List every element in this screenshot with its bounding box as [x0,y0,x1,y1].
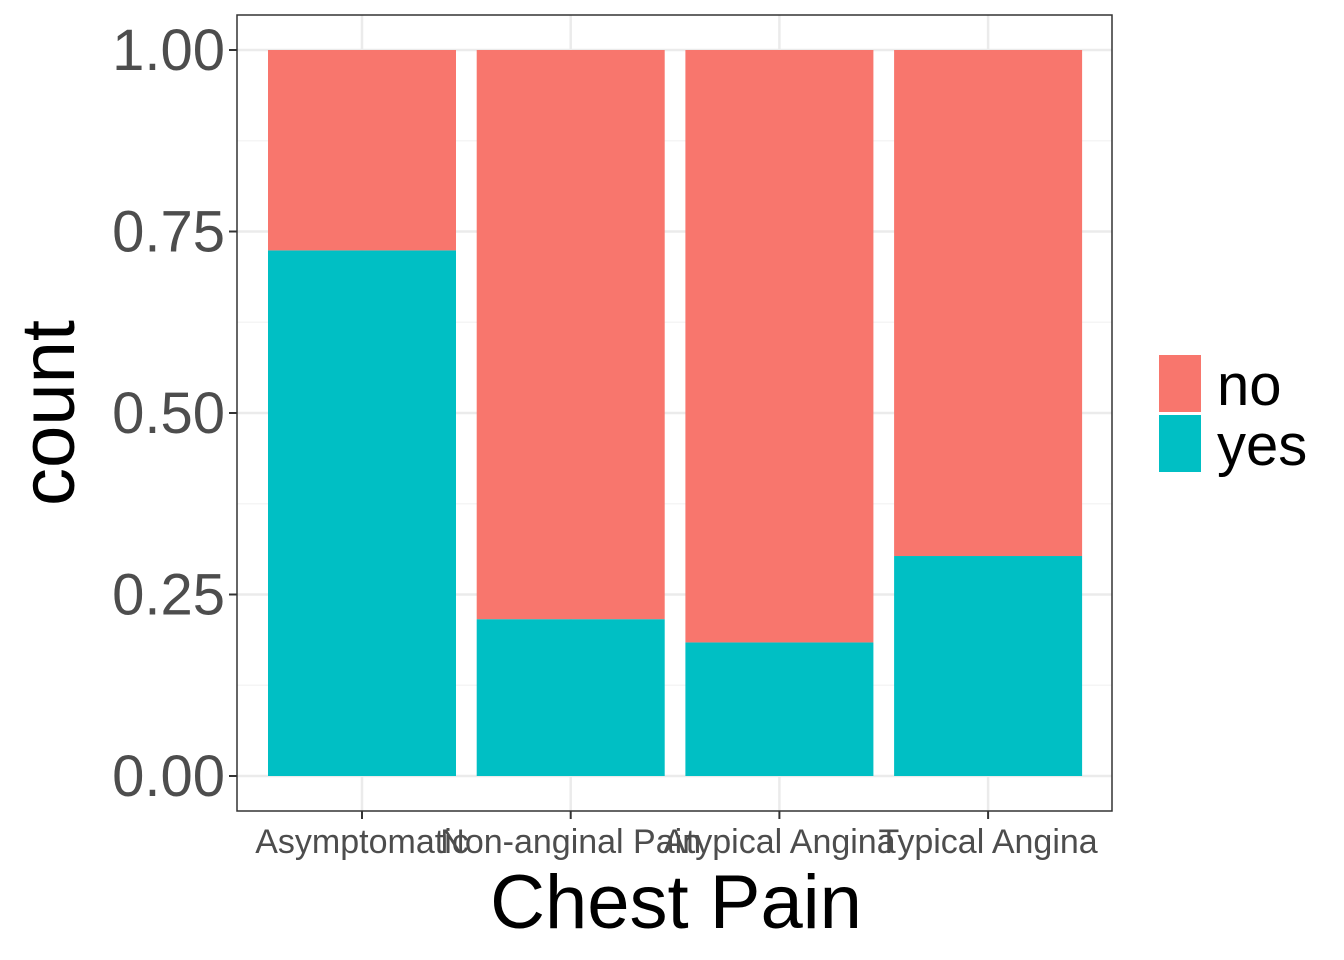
y-axis: 0.00 0.25 0.50 0.75 1.00 [112,18,237,809]
bar-segment-no [268,50,456,251]
bar-segment-yes [476,619,665,776]
bar-segment-yes [268,250,456,777]
legend-key-yes [1159,415,1201,472]
bar-segment-no [476,50,665,620]
y-axis-title: count [6,320,91,506]
bar-segment-no [894,50,1083,557]
bar-segment-no [685,50,874,643]
x-tick-label: Asymptomatic [255,823,469,861]
x-tick-label: Atypical Angina [663,823,896,861]
bar-segment-yes [894,556,1083,776]
y-tick-label: 0.50 [112,381,225,446]
bars [268,50,1083,777]
bar-segment-yes [685,642,874,776]
y-tick-label: 0.00 [112,744,225,809]
legend-key-no [1159,355,1201,412]
y-tick-label: 1.00 [112,18,225,83]
y-tick-label: 0.25 [112,563,225,628]
y-tick-label: 0.75 [112,200,225,265]
x-tick-label: Typical Angina [878,823,1097,861]
x-tick-label: Non-anginal Pain [440,823,701,861]
legend-label-no: no [1217,353,1282,418]
legend-label-yes: yes [1217,413,1307,478]
x-axis-title: Chest Pain [490,860,862,945]
